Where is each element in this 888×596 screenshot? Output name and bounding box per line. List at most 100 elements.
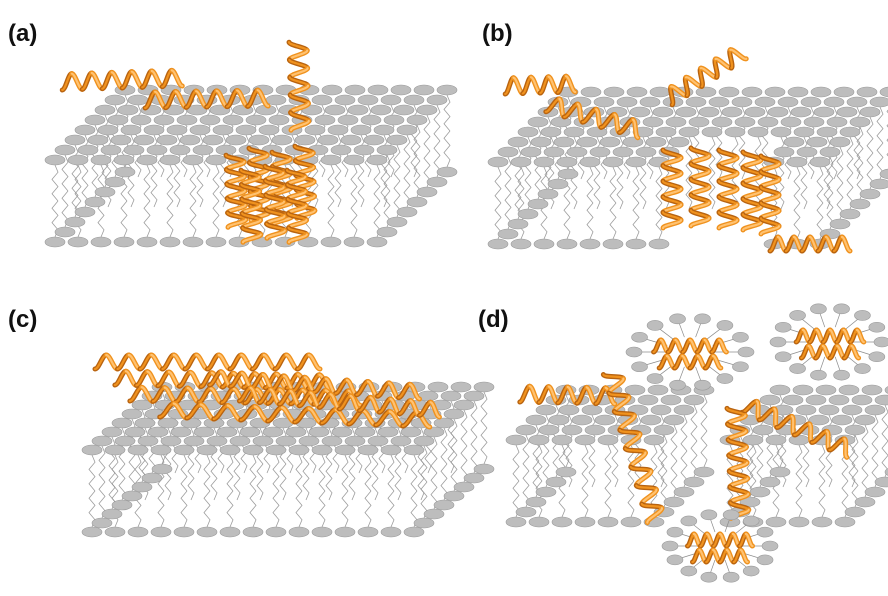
lipid-head xyxy=(54,144,76,156)
lipid-head xyxy=(156,134,178,146)
lipid-tail xyxy=(272,490,280,528)
lipid-head xyxy=(747,126,769,138)
lipid-tail xyxy=(120,200,128,238)
lipid-head xyxy=(861,384,883,396)
lipid-head xyxy=(744,106,766,118)
lipid-head xyxy=(127,444,149,456)
lipid-tail xyxy=(708,172,716,210)
lipid-head xyxy=(557,168,579,180)
lipid-head xyxy=(759,476,781,488)
lipid-head xyxy=(413,517,435,529)
lipid-head xyxy=(844,506,866,518)
lipid-head xyxy=(624,384,646,396)
lipid-head xyxy=(645,136,667,148)
lipid-head xyxy=(383,114,405,126)
lipid-head xyxy=(403,526,425,538)
lipid-head xyxy=(792,384,814,396)
lipid-head xyxy=(357,444,379,456)
lipid-tail xyxy=(670,424,678,462)
lipid-head xyxy=(327,124,349,136)
lipid-tail xyxy=(189,200,197,238)
lipid-head xyxy=(205,154,227,166)
lipid-head xyxy=(631,331,648,343)
helix-highlight xyxy=(265,229,286,240)
lipid-tail xyxy=(802,450,810,488)
lipid-head xyxy=(640,414,662,426)
lipid-head xyxy=(756,526,774,538)
lipid-head xyxy=(584,424,606,436)
lipid-head xyxy=(597,434,619,446)
lipid-head xyxy=(688,116,710,128)
helix-highlight xyxy=(661,219,683,230)
lipid-head xyxy=(616,96,638,108)
lipid-tail xyxy=(581,480,589,518)
lipid-tail xyxy=(793,166,801,204)
lipid-head xyxy=(219,444,241,456)
lipid-tail xyxy=(540,202,548,240)
lipid-head xyxy=(829,218,851,230)
lipid-head xyxy=(849,116,871,128)
lipid-tail xyxy=(279,463,287,501)
helix-highlight xyxy=(808,422,813,444)
lipid-head xyxy=(337,114,359,126)
lipid-tail xyxy=(387,454,395,492)
lipid-head xyxy=(114,166,136,178)
lipid-tail xyxy=(88,454,96,492)
lipid-head xyxy=(673,404,695,416)
lipid-head xyxy=(426,94,448,106)
lipid-head xyxy=(170,426,192,438)
lipid-head xyxy=(826,116,848,128)
lipid-tail xyxy=(393,144,401,182)
lipid-tail xyxy=(685,172,693,210)
lipid-head xyxy=(334,526,356,538)
lipid-head xyxy=(376,144,398,156)
lipid-tail xyxy=(447,436,455,474)
lipid-head xyxy=(497,146,519,158)
alpha-helix xyxy=(740,149,764,233)
lipid-head xyxy=(864,486,886,498)
lipid-head xyxy=(443,408,465,420)
lipid-head xyxy=(734,116,756,128)
lipid-tail xyxy=(61,154,69,192)
helix-highlight xyxy=(744,532,754,548)
lipid-head xyxy=(515,506,537,518)
lipid-head xyxy=(841,404,863,416)
lipid-head xyxy=(183,435,205,447)
lipid-head xyxy=(67,236,89,248)
lipid-tail xyxy=(150,170,158,208)
lipid-tail xyxy=(876,106,884,144)
alpha-helix xyxy=(656,353,724,371)
lipid-head xyxy=(765,434,787,446)
lipid-head xyxy=(386,134,408,146)
lipid-head xyxy=(117,104,139,116)
lipid-head xyxy=(818,404,840,416)
lipid-head xyxy=(367,84,389,96)
lipid-head xyxy=(136,236,158,248)
lipid-head xyxy=(759,394,781,406)
lipid-head xyxy=(331,426,353,438)
lipid-head xyxy=(343,236,365,248)
lipid-head xyxy=(275,435,297,447)
bottom-leaflet xyxy=(719,466,888,528)
lipid-head xyxy=(660,394,682,406)
lipid-tail xyxy=(272,454,280,492)
lipid-head xyxy=(111,417,133,429)
lipid-head xyxy=(87,134,109,146)
lipid-head xyxy=(123,144,145,156)
lipid-head xyxy=(831,414,853,426)
lipid-head xyxy=(265,526,287,538)
alpha-helix xyxy=(262,163,288,241)
lipid-tail xyxy=(166,200,174,238)
lipid-head xyxy=(436,166,458,178)
lipid-tail xyxy=(690,404,698,442)
lipid-head xyxy=(363,134,385,146)
micelle xyxy=(661,509,779,583)
lipid-head xyxy=(849,198,871,210)
lipid-tail xyxy=(325,463,333,501)
lipid-head xyxy=(130,114,152,126)
lipid-head xyxy=(789,363,806,374)
lipid-tail xyxy=(772,480,780,518)
lipid-head xyxy=(535,404,557,416)
lipid-head xyxy=(694,379,711,391)
lipid-tail xyxy=(327,200,335,238)
